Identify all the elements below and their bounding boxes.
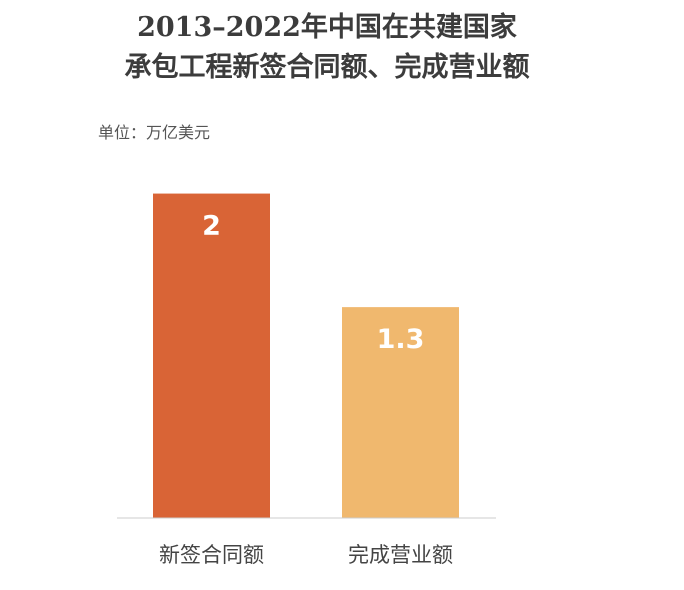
- bars-group: [153, 193, 459, 518]
- category-label-2: 完成营业额: [348, 543, 453, 567]
- chart-title-line-1: 2013–2022年中国在共建国家: [137, 12, 517, 43]
- labels-group: 2 新签合同额 1.3 完成营业额: [159, 211, 453, 567]
- chart-title-line-2: 承包工程新签合同额、完成营业额: [124, 52, 530, 83]
- bar-2: [342, 307, 459, 518]
- chart-title: 2013–2022年中国在共建国家 承包工程新签合同额、完成营业额: [0, 8, 654, 88]
- bar-1: [153, 193, 270, 518]
- value-label-2: 1.3: [377, 324, 425, 355]
- unit-label: 单位：万亿美元: [98, 123, 211, 142]
- category-label-1: 新签合同额: [159, 543, 264, 567]
- value-label-1: 2: [202, 211, 221, 242]
